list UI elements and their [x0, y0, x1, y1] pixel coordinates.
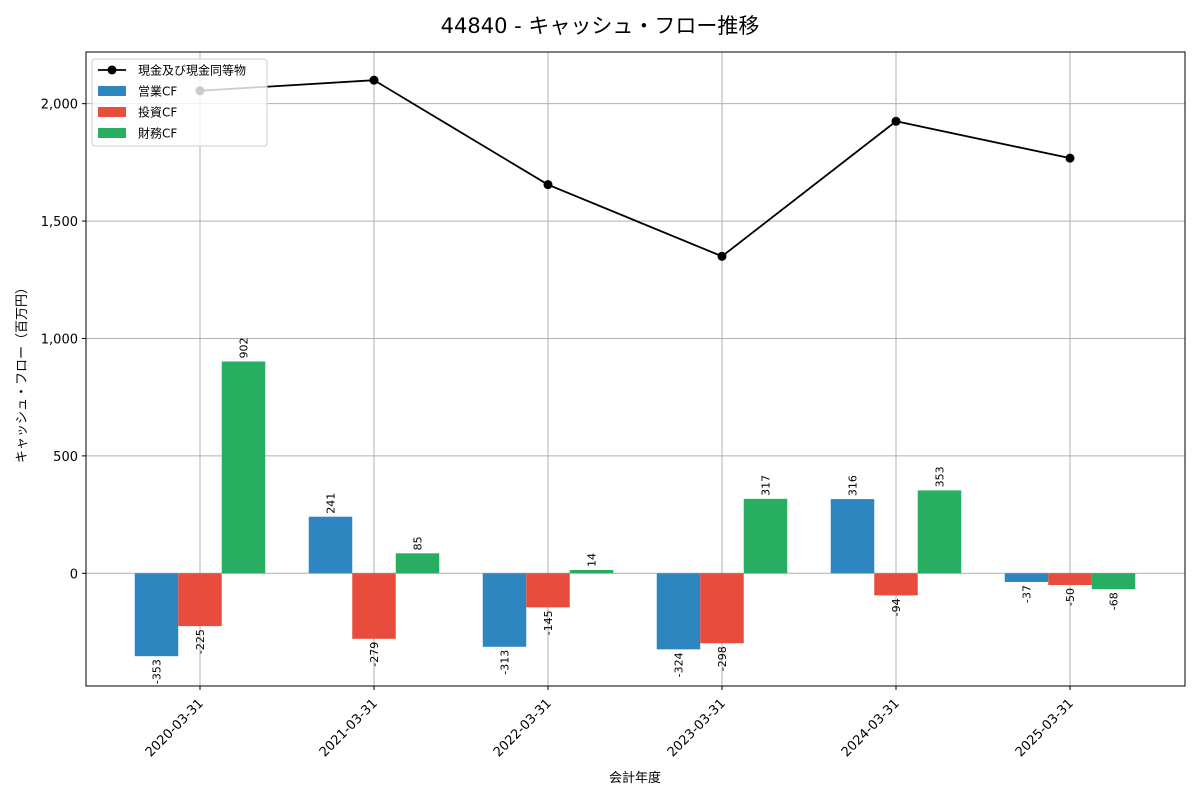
- y-tick-label: 0: [70, 567, 78, 582]
- legend-bar-swatch: [98, 107, 126, 117]
- bar-value-label: -313: [499, 650, 512, 675]
- cash-point: [1065, 153, 1075, 163]
- bar-投資CF: [700, 573, 744, 644]
- plot-frame: [85, 51, 1186, 687]
- bar-value-label: -298: [716, 646, 729, 671]
- bar-財務CF: [917, 490, 962, 574]
- cash-line: [199, 79, 1071, 258]
- x-tick-label: 2021-03-31: [317, 696, 381, 760]
- bar-value-label: -324: [673, 652, 686, 677]
- chart-title: 44840 - キャッシュ・フロー推移: [441, 14, 760, 38]
- bar-value-label: -145: [542, 610, 555, 635]
- bars-layer: -353 241 -313 -324 316 -37 -225 -279 -145 -298 -94…: [134, 337, 1136, 684]
- bar-value-label: 353: [934, 466, 947, 487]
- x-tick-label: 2024-03-31: [839, 696, 903, 760]
- bar-value-label: -225: [194, 629, 207, 654]
- y-tick-label: 1,000: [41, 332, 78, 347]
- bar-value-label: -68: [1108, 592, 1121, 610]
- x-tick-label: 2020-03-31: [143, 696, 207, 760]
- bar-value-label: -50: [1064, 588, 1077, 606]
- bar-value-label: 241: [325, 493, 338, 514]
- bar-投資CF: [874, 573, 918, 596]
- x-tick-label: 2022-03-31: [491, 696, 555, 760]
- bar-投資CF: [1048, 573, 1092, 586]
- legend-label: 営業CF: [138, 85, 177, 99]
- y-tick-label: 2,000: [41, 98, 78, 113]
- bar-投資CF: [178, 573, 222, 627]
- bar-財務CF: [1091, 573, 1136, 590]
- bar-営業CF: [1004, 573, 1049, 582]
- bar-value-label: 85: [412, 536, 425, 550]
- bar-営業CF: [134, 573, 179, 657]
- bar-value-label: -37: [1021, 585, 1034, 603]
- cash-point: [543, 180, 553, 190]
- bar-value-label: 317: [760, 475, 773, 496]
- bar-value-label: -94: [890, 598, 903, 616]
- legend-marker: [107, 65, 117, 75]
- bar-財務CF: [743, 498, 788, 574]
- bar-value-label: 902: [238, 337, 251, 358]
- cash-point: [369, 75, 379, 85]
- x-axis-label: 会計年度: [609, 770, 661, 786]
- bar-営業CF: [656, 573, 701, 650]
- legend-label: 現金及び現金同等物: [138, 63, 246, 78]
- legend-bar-swatch: [98, 128, 126, 138]
- cash-point: [891, 116, 901, 126]
- x-tick-label: 2023-03-31: [665, 696, 729, 760]
- bar-営業CF: [482, 573, 527, 647]
- cash-point: [717, 251, 727, 261]
- legend-label: 財務CF: [138, 126, 177, 141]
- legend-label: 投資CF: [138, 105, 177, 120]
- y-tick-label: 500: [53, 450, 78, 465]
- legend-bar-swatch: [98, 86, 126, 96]
- legend-box: [91, 58, 268, 147]
- bar-value-label: -279: [368, 642, 381, 667]
- bar-営業CF: [308, 516, 353, 574]
- bar-value-label: -353: [151, 659, 164, 684]
- bar-営業CF: [830, 499, 875, 574]
- y-axis-label: キャッシュ・フロー（百万円）: [15, 281, 30, 463]
- bar-財務CF: [395, 553, 440, 574]
- bar-財務CF: [221, 361, 266, 574]
- bar-投資CF: [352, 573, 396, 639]
- bar-投資CF: [526, 573, 570, 608]
- ticks-layer: 0 500 1,000 1,500 2,000 2020-03-31 2021-03-31 2…: [41, 98, 1077, 761]
- y-tick-label: 1,500: [41, 215, 78, 230]
- x-tick-label: 2025-03-31: [1013, 696, 1077, 760]
- bar-財務CF: [569, 570, 614, 574]
- bar-value-label: 14: [586, 553, 599, 567]
- bar-value-label: 316: [847, 475, 860, 496]
